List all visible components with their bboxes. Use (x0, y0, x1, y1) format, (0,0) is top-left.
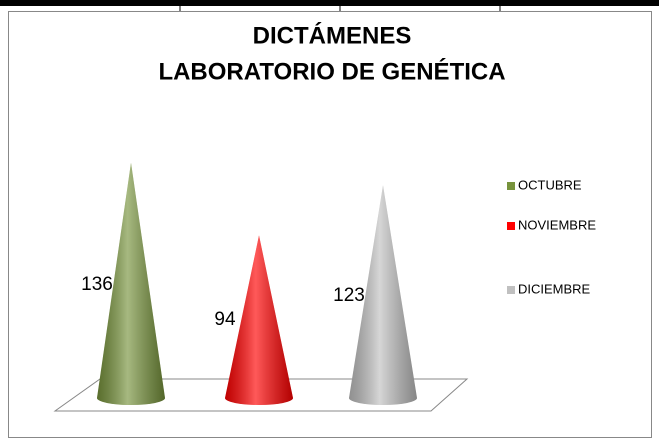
legend-label: NOVIEMBRE (518, 217, 596, 232)
cone (225, 235, 293, 405)
cone-shade (349, 185, 417, 405)
value-label: 94 (214, 309, 236, 330)
value-label: 123 (333, 285, 365, 306)
chart-border (8, 11, 652, 438)
legend-label: DICIEMBRE (518, 281, 591, 296)
legend-swatch (507, 182, 515, 190)
chart-title: DICTÁMENES (253, 21, 412, 49)
cone-shade (97, 162, 165, 405)
legend-swatch (507, 286, 515, 294)
value-label: 136 (81, 274, 113, 295)
cone-shade (225, 235, 293, 405)
cone (97, 162, 165, 405)
chart-title: LABORATORIO DE GENÉTICA (158, 57, 505, 85)
legend-label: OCTUBRE (518, 177, 582, 192)
cone (349, 185, 417, 405)
legend-swatch (507, 222, 515, 230)
